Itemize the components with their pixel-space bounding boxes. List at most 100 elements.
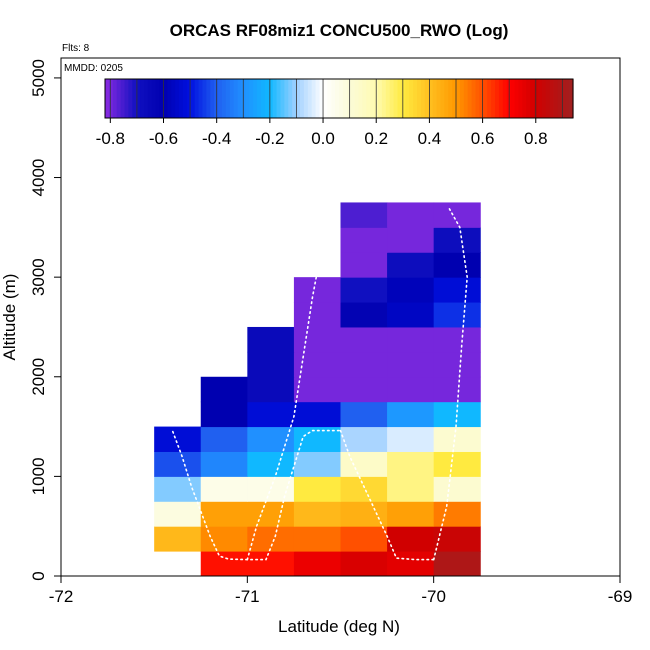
colorbar-tick-label: 0.0 (311, 129, 335, 148)
heatmap-cell (387, 476, 435, 502)
colorbar-swatch (210, 79, 215, 118)
heatmap-cell (247, 551, 295, 577)
heatmap-cell (387, 326, 435, 353)
colorbar-swatch (397, 79, 402, 118)
heatmap-cell (154, 476, 202, 502)
colorbar-swatch (526, 79, 531, 118)
colorbar-swatch (339, 79, 344, 118)
heatmap-cell (387, 227, 435, 253)
heatmap-cell (154, 426, 202, 452)
heatmap-cell (387, 426, 435, 452)
heatmap-cell (340, 501, 388, 527)
colorbar-swatch (120, 79, 126, 118)
heatmap-cell (387, 526, 435, 552)
y-axis-label: Altitude (m) (0, 274, 19, 361)
heatmap-cell (433, 351, 481, 378)
colorbar-swatch (557, 79, 562, 118)
colorbar-swatch (261, 79, 266, 118)
heatmap-cell (340, 476, 388, 502)
colorbar-swatch (479, 79, 484, 118)
heatmap-cell (340, 526, 388, 552)
colorbar-swatch (362, 79, 367, 118)
colorbar-swatch (288, 79, 293, 118)
heatmap-cell (387, 376, 435, 403)
colorbar-swatch (140, 79, 145, 118)
flight-track (339, 429, 435, 561)
colorbar-swatch (413, 79, 418, 118)
heatmap-cells (154, 202, 481, 577)
colorbar-swatch (206, 79, 211, 118)
heatmap-cell (433, 326, 481, 353)
heatmap-cell (387, 302, 435, 328)
colorbar-swatch (346, 79, 352, 118)
heatmap-cell (340, 551, 388, 577)
colorbar-swatch (315, 79, 321, 118)
heatmap-cell (433, 202, 481, 228)
colorbar-swatch (370, 79, 375, 118)
colorbar-swatch (319, 79, 324, 118)
colorbar-swatch (420, 79, 426, 118)
heatmap-cell (247, 351, 295, 378)
y-tick-label: 3000 (29, 258, 48, 296)
colorbar-swatch (378, 79, 383, 118)
colorbar-swatch (276, 79, 282, 118)
colorbar-swatch (218, 79, 223, 118)
colorbar-swatch (327, 79, 332, 118)
colorbar-swatch (537, 79, 543, 118)
colorbar-swatch (163, 79, 168, 118)
heatmap-cell (340, 451, 388, 477)
colorbar-swatch (105, 79, 110, 118)
flight-tracks (172, 206, 469, 561)
heatmap-cell (247, 401, 295, 428)
colorbar-swatch (549, 79, 555, 118)
heatmap-cell (293, 376, 341, 403)
chart-title: ORCAS RF08miz1 CONCU500_RWO (Log) (170, 21, 509, 40)
heatmap-cell (340, 426, 388, 452)
colorbar-swatch (198, 79, 204, 118)
heatmap-cell (293, 501, 341, 527)
colorbar-swatch (245, 79, 250, 118)
colorbar-swatch (280, 79, 285, 118)
colorbar-swatch (354, 79, 360, 118)
colorbar-swatch (428, 79, 434, 118)
flights-label: Flts: 8 (62, 43, 90, 54)
colorbar-swatch (456, 79, 461, 118)
colorbar-swatch (498, 79, 504, 118)
colorbar-tick-label: -0.2 (255, 129, 284, 148)
colorbar-swatch (444, 79, 449, 118)
heatmap-cell (293, 326, 341, 353)
colorbar-swatch (502, 79, 508, 118)
heatmap-cell (433, 426, 481, 452)
heatmap-cell (433, 451, 481, 477)
heatmap-cell (293, 302, 341, 328)
colorbar-swatch (483, 79, 488, 118)
colorbar-swatch (487, 79, 492, 118)
colorbar-swatch (241, 79, 246, 118)
heatmap-cell (247, 326, 295, 353)
colorbar-swatch (257, 79, 262, 118)
colorbar-swatch (389, 79, 395, 118)
colorbar-swatch (167, 79, 172, 118)
colorbar-swatch (225, 79, 231, 118)
heatmap-cell (247, 451, 295, 477)
colorbar-swatch (545, 79, 551, 118)
y-tick-label: 1000 (29, 457, 48, 495)
colorbar-swatch (159, 79, 165, 118)
colorbar-swatch (424, 79, 430, 118)
heatmap-cell (387, 451, 435, 477)
heatmap-cell (200, 451, 248, 477)
colorbar-swatch (296, 79, 301, 118)
colorbar-swatch (440, 79, 445, 118)
x-axis: -72 -71 -70 -69 (49, 576, 632, 606)
heatmap-cell (293, 526, 341, 552)
colorbar-swatch (405, 79, 410, 118)
colorbar-swatch (553, 79, 558, 118)
colorbar-swatch (565, 79, 570, 118)
heatmap-cell (340, 202, 388, 228)
colorbar-swatch (417, 79, 422, 118)
colorbar-swatch (452, 79, 457, 118)
heatmap-cell (293, 551, 341, 577)
heatmap-cell (247, 501, 295, 527)
colorbar-swatch (350, 79, 356, 118)
y-tick-label: 2000 (29, 358, 48, 396)
